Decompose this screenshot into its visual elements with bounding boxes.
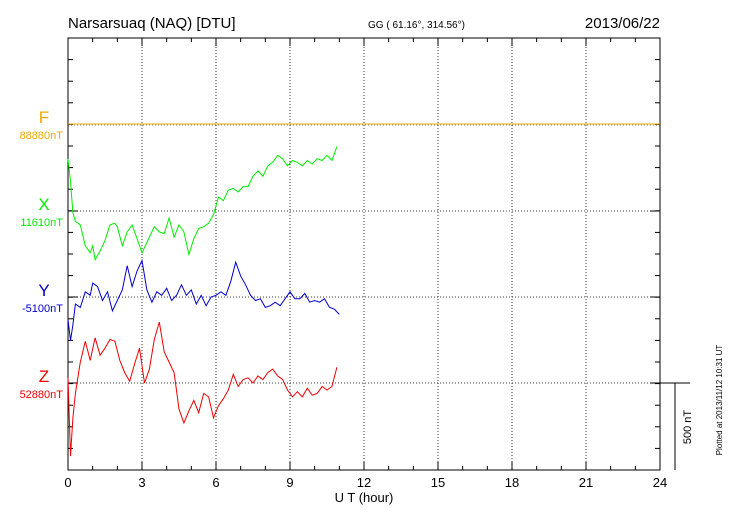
series-name-x: X (38, 195, 49, 214)
series-line-y (67, 258, 340, 341)
x-tick-label: 21 (579, 475, 593, 490)
plotted-at-label: Plotted at 2013/11/12 10:31 UT (715, 345, 724, 456)
series-name-f: F (39, 108, 49, 127)
series-baseline-f: 88880nT (20, 130, 64, 142)
x-axis-label: U T (hour) (335, 490, 394, 505)
series-name-z: Z (39, 367, 49, 386)
x-tick-label: 15 (431, 475, 445, 490)
series-line-x (67, 146, 338, 262)
series-baseline-x: 11610nT (20, 217, 63, 229)
x-tick-label: 24 (653, 475, 667, 490)
station-title: Narsarsuaq (NAQ) [DTU] (68, 15, 236, 32)
x-tick-label: 9 (286, 475, 293, 490)
scale-bar: 500 nT (660, 382, 694, 470)
series-labels: F 88880nT X 11610nT Y -5100nT Z 52880nT (20, 108, 64, 401)
x-tick-label: 6 (212, 475, 219, 490)
series-lines (67, 123, 660, 457)
series-baseline-y: -5100nT (22, 303, 63, 315)
x-tick-labels: 0 3 6 9 12 15 18 21 24 (64, 475, 667, 490)
x-tick-label: 3 (138, 475, 145, 490)
x-tick-label: 18 (505, 475, 519, 490)
series-baseline-z: 52880nT (20, 389, 64, 401)
series-name-y: Y (38, 281, 49, 300)
date-label: 2013/06/22 (585, 15, 660, 32)
scale-bar-label: 500 nT (682, 410, 694, 445)
x-tick-label: 12 (357, 475, 371, 490)
series-line-z (67, 321, 338, 457)
plot-frame (67, 37, 661, 471)
x-tick-label: 0 (64, 475, 71, 490)
grid (67, 37, 661, 470)
coordinates-label: GG ( 61.16°, 314.56°) (368, 20, 465, 31)
